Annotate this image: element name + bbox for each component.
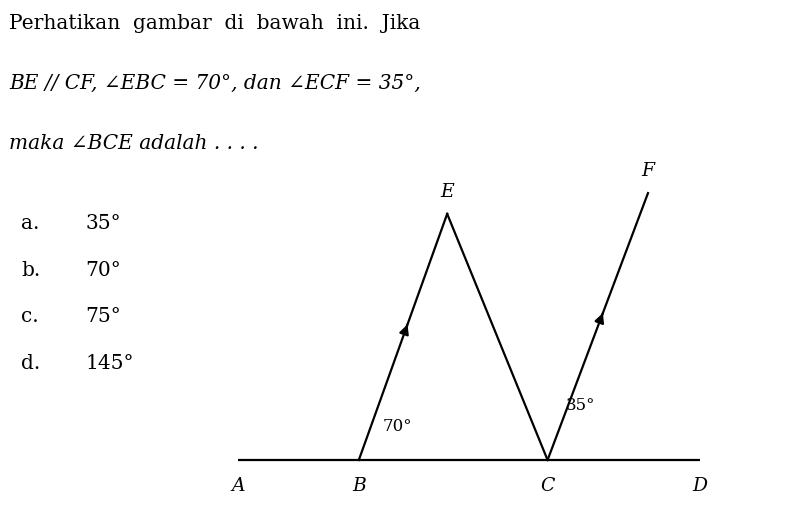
Text: E: E [440, 183, 454, 201]
Text: BE // CF, ∠EBC = 70°, dan ∠ECF = 35°,: BE // CF, ∠EBC = 70°, dan ∠ECF = 35°, [10, 74, 422, 93]
Text: B: B [352, 477, 366, 494]
Text: 145°: 145° [85, 354, 135, 373]
Text: b.: b. [22, 260, 41, 279]
Text: 75°: 75° [85, 307, 122, 326]
Text: maka ∠BCE adalah . . . .: maka ∠BCE adalah . . . . [10, 133, 259, 153]
Text: c.: c. [22, 307, 39, 326]
Text: A: A [231, 477, 245, 494]
Text: 70°: 70° [85, 260, 122, 279]
Text: C: C [540, 477, 555, 494]
Text: D: D [692, 477, 708, 494]
Text: a.: a. [22, 214, 39, 233]
Text: 70°: 70° [383, 418, 413, 435]
Text: 35°: 35° [565, 397, 595, 414]
Text: 35°: 35° [85, 214, 122, 233]
Text: Perhatikan  gambar  di  bawah  ini.  Jika: Perhatikan gambar di bawah ini. Jika [10, 15, 421, 33]
Text: d.: d. [22, 354, 41, 373]
Text: F: F [642, 162, 654, 180]
